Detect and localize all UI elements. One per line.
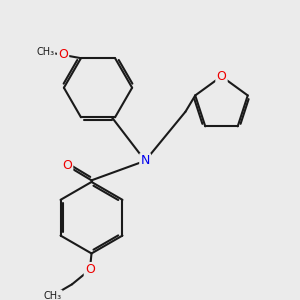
Text: O: O	[62, 159, 72, 172]
Text: O: O	[217, 70, 226, 83]
Text: O: O	[58, 48, 68, 62]
Text: CH₃: CH₃	[36, 47, 54, 57]
Text: CH₃: CH₃	[44, 291, 62, 300]
Text: O: O	[85, 263, 95, 276]
Text: N: N	[140, 154, 150, 167]
